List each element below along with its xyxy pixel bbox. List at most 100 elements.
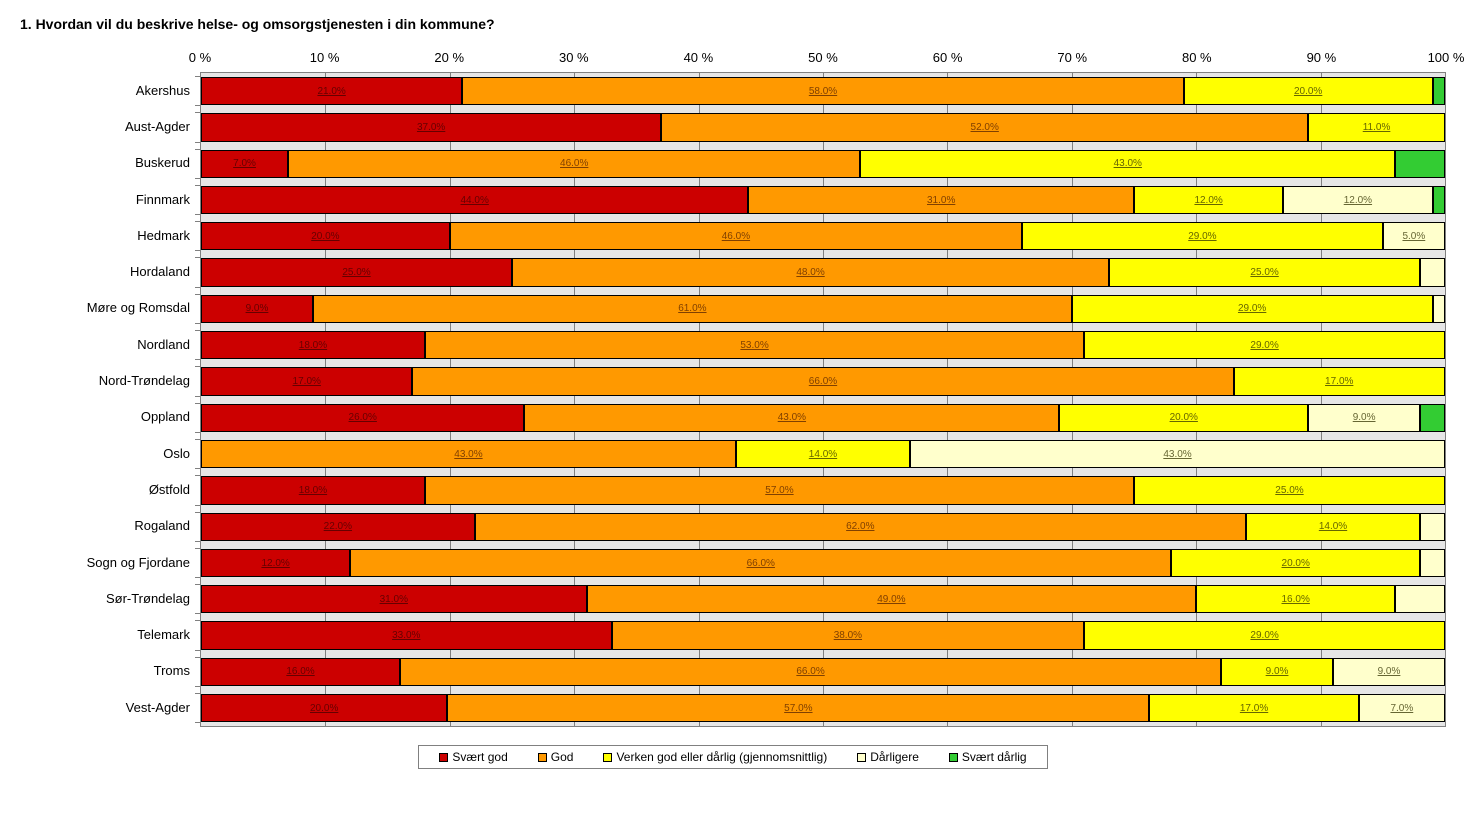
- bar-row: 7.0%46.0%43.0%: [201, 146, 1445, 182]
- bar-segment-svaert_god: 18.0%: [201, 476, 425, 504]
- bar-segment-svaert_god: 33.0%: [201, 621, 612, 649]
- category-label: Oppland: [20, 399, 200, 435]
- bar-row: 33.0%38.0%29.0%: [201, 617, 1445, 653]
- bar-segment-verken: 17.0%: [1234, 367, 1445, 395]
- legend-swatch: [949, 753, 958, 762]
- x-tick-label: 90 %: [1307, 50, 1337, 65]
- bar-stack: 21.0%58.0%20.0%: [201, 77, 1445, 105]
- bar-stack: 44.0%31.0%12.0%12.0%: [201, 186, 1445, 214]
- bar-row: 18.0%53.0%29.0%: [201, 327, 1445, 363]
- bar-stack: 31.0%49.0%16.0%: [201, 585, 1445, 613]
- bar-segment-daarligere: 9.0%: [1308, 404, 1420, 432]
- bar-stack: 17.0%66.0%17.0%: [201, 367, 1445, 395]
- x-tick-label: 0 %: [189, 50, 211, 65]
- bar-segment-svaert_god: 12.0%: [201, 549, 350, 577]
- category-label: Østfold: [20, 471, 200, 507]
- bar-segment-svaert_god: 25.0%: [201, 258, 512, 286]
- bar-segment-verken: 29.0%: [1022, 222, 1383, 250]
- bar-segment-god: 31.0%: [748, 186, 1134, 214]
- bar-segment-daarligere: [1395, 585, 1445, 613]
- bar-row: 44.0%31.0%12.0%12.0%: [201, 182, 1445, 218]
- legend-swatch: [603, 753, 612, 762]
- bar-segment-svaert_daarlig: [1395, 150, 1445, 178]
- plot-area: 21.0%58.0%20.0% 37.0%52.0%11.0% 7.0%46.0%4…: [200, 72, 1446, 727]
- category-label: Sør-Trøndelag: [20, 580, 200, 616]
- bar-segment-daarligere: 43.0%: [910, 440, 1445, 468]
- legend-swatch: [538, 753, 547, 762]
- bar-segment-verken: 14.0%: [736, 440, 910, 468]
- bar-row: 17.0%66.0%17.0%: [201, 363, 1445, 399]
- chart-container: 1. Hvordan vil du beskrive helse- og oms…: [0, 0, 1466, 833]
- bar-segment-daarligere: [1433, 295, 1445, 323]
- bar-row: 26.0%43.0%20.0%9.0%: [201, 400, 1445, 436]
- plot-wrapper: AkershusAust-AgderBuskerudFinnmarkHedmar…: [20, 72, 1446, 727]
- x-tick-label: 80 %: [1182, 50, 1212, 65]
- bar-segment-daarligere: 5.0%: [1383, 222, 1445, 250]
- bar-stack: 25.0%48.0%25.0%: [201, 258, 1445, 286]
- bar-segment-verken: 20.0%: [1171, 549, 1420, 577]
- bar-stack: 12.0%66.0%20.0%: [201, 549, 1445, 577]
- bar-stack: 26.0%43.0%20.0%9.0%: [201, 404, 1445, 432]
- bar-row: 20.0%57.0%17.0%7.0%: [201, 690, 1445, 726]
- bar-segment-god: 57.0%: [425, 476, 1134, 504]
- bar-stack: 18.0%57.0%25.0%: [201, 476, 1445, 504]
- bar-segment-verken: 25.0%: [1134, 476, 1445, 504]
- bar-segment-verken: 12.0%: [1134, 186, 1283, 214]
- category-label: Troms: [20, 653, 200, 689]
- bar-segment-verken: 29.0%: [1084, 331, 1445, 359]
- bar-segment-daarligere: 7.0%: [1359, 694, 1445, 722]
- bar-segment-god: 66.0%: [350, 549, 1171, 577]
- bar-segment-svaert_god: 7.0%: [201, 150, 288, 178]
- bar-segment-verken: 43.0%: [860, 150, 1395, 178]
- bar-segment-verken: 17.0%: [1149, 694, 1358, 722]
- bar-row: 22.0%62.0%14.0%: [201, 509, 1445, 545]
- bar-segment-svaert_daarlig: [1433, 77, 1445, 105]
- bar-row: 21.0%58.0%20.0%: [201, 73, 1445, 109]
- x-tick-label: 40 %: [684, 50, 714, 65]
- category-label: Nordland: [20, 326, 200, 362]
- bar-segment-svaert_god: 16.0%: [201, 658, 400, 686]
- category-label: Hordaland: [20, 253, 200, 289]
- legend-label: Dårligere: [870, 750, 919, 764]
- legend-item-svaert_daarlig: Svært dårlig: [949, 750, 1027, 764]
- x-tick-label: 60 %: [933, 50, 963, 65]
- bar-segment-god: 43.0%: [524, 404, 1059, 432]
- x-tick-label: 20 %: [434, 50, 464, 65]
- bar-segment-svaert_god: 44.0%: [201, 186, 748, 214]
- bar-segment-god: 38.0%: [612, 621, 1085, 649]
- bar-segment-svaert_god: 20.0%: [201, 694, 447, 722]
- category-label: Hedmark: [20, 217, 200, 253]
- bar-segment-daarligere: 12.0%: [1283, 186, 1432, 214]
- bar-segment-god: 61.0%: [313, 295, 1072, 323]
- category-label: Aust-Agder: [20, 108, 200, 144]
- bar-stack: 20.0%57.0%17.0%7.0%: [201, 694, 1445, 722]
- legend-item-verken: Verken god eller dårlig (gjennomsnittlig…: [603, 750, 827, 764]
- bar-segment-god: 66.0%: [412, 367, 1233, 395]
- bar-stack: 18.0%53.0%29.0%: [201, 331, 1445, 359]
- bar-segment-verken: 20.0%: [1059, 404, 1308, 432]
- bar-segment-svaert_god: 22.0%: [201, 513, 475, 541]
- legend-swatch: [857, 753, 866, 762]
- bar-row: 12.0%66.0%20.0%: [201, 545, 1445, 581]
- category-label: Nord-Trøndelag: [20, 362, 200, 398]
- category-label: Oslo: [20, 435, 200, 471]
- bar-segment-verken: 29.0%: [1072, 295, 1433, 323]
- bar-segment-daarligere: [1420, 258, 1445, 286]
- bar-segment-god: 49.0%: [587, 585, 1197, 613]
- bar-row: 9.0%61.0%29.0%: [201, 291, 1445, 327]
- legend-item-daarligere: Dårligere: [857, 750, 919, 764]
- bar-stack: 16.0%66.0%9.0%9.0%: [201, 658, 1445, 686]
- category-label: Møre og Romsdal: [20, 290, 200, 326]
- category-label: Buskerud: [20, 145, 200, 181]
- bar-stack: 22.0%62.0%14.0%: [201, 513, 1445, 541]
- bar-segment-god: 43.0%: [201, 440, 736, 468]
- bar-segment-verken: 20.0%: [1184, 77, 1433, 105]
- bar-stack: 20.0%46.0%29.0%5.0%: [201, 222, 1445, 250]
- bar-row: 37.0%52.0%11.0%: [201, 109, 1445, 145]
- legend-swatch: [439, 753, 448, 762]
- chart-title: 1. Hvordan vil du beskrive helse- og oms…: [20, 16, 1446, 32]
- bar-stack: 9.0%61.0%29.0%: [201, 295, 1445, 323]
- category-label: Akershus: [20, 72, 200, 108]
- bar-stack: 7.0%46.0%43.0%: [201, 150, 1445, 178]
- bar-segment-svaert_god: 18.0%: [201, 331, 425, 359]
